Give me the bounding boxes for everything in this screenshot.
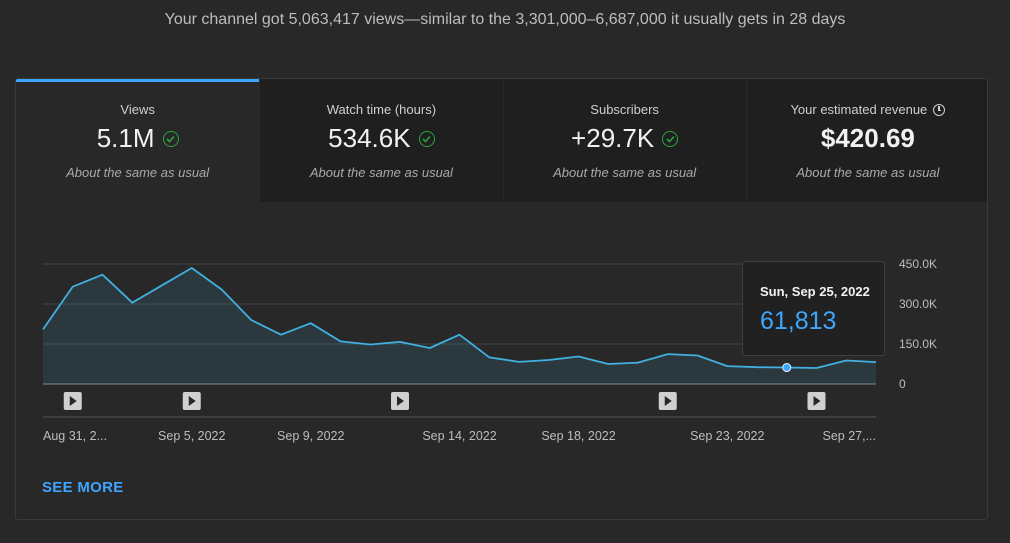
check-circle-icon [162,130,179,147]
see-more-link[interactable]: SEE MORE [42,479,124,496]
x-tick-label: Sep 23, 2022 [690,429,764,443]
check-circle-icon [418,130,435,147]
x-tick-label: Aug 31, 2... [43,429,107,443]
tab-note: About the same as usual [553,165,697,180]
play-icon [188,396,196,406]
y-tick-label: 0 [899,377,906,391]
clock-icon [933,104,946,116]
tooltip-value: 61,813 [760,307,837,335]
tab-value: $420.69 [820,123,915,153]
y-tick-label: 450.0K [899,257,937,271]
tab-note: About the same as usual [796,165,940,180]
check-circle-icon [662,130,679,147]
play-icon [813,396,821,406]
tab-note: About the same as usual [309,165,453,180]
y-tick-label: 150.0K [899,337,937,351]
tab-label: Subscribers [590,102,659,117]
tab-label: Views [120,102,155,117]
x-tick-label: Sep 27,... [822,429,876,443]
chart-tooltip: Sun, Sep 25, 2022 61,813 [742,261,885,356]
tab-value: 534.6K [328,123,411,153]
tab-estimated-revenue[interactable]: Your estimated revenue $420.69 About the… [745,79,987,202]
tab-value: 5.1M [96,123,155,153]
y-tick-label: 300.0K [899,297,937,311]
summary-headline: Your channel got 5,063,417 views—similar… [164,11,846,28]
tab-label: Watch time (hours) [326,102,437,117]
play-icon [69,396,77,406]
tooltip-date: Sun, Sep 25, 2022 [760,284,870,299]
tab-watch-time[interactable]: Watch time (hours) 534.6K About the same… [259,79,503,202]
x-tick-label: Sep 14, 2022 [422,429,496,443]
play-icon [397,396,404,406]
tab-label: Your estimated revenue [790,102,928,117]
overview-card: Views 5.1M About the same as usual Watch… [15,78,988,520]
play-icon [664,396,672,406]
highlighted-point [782,363,792,373]
series-line [42,267,877,369]
tab-value: +29.7K [571,123,655,153]
tab-views[interactable]: Views 5.1M About the same as usual [16,79,260,202]
x-tick-label: Sep 9, 2022 [277,429,344,443]
x-tick-label: Sep 5, 2022 [158,429,225,443]
x-tick-label: Sep 18, 2022 [541,429,615,443]
views-chart[interactable]: 0 150.0K 300.0K 450.0K Aug 31, 2... Sep 5, 20… [16,79,988,459]
metric-tabs: Views 5.1M About the same as usual Watch… [16,79,987,202]
tab-subscribers[interactable]: Subscribers +29.7K About the same as usu… [502,79,746,202]
tab-note: About the same as usual [66,165,210,180]
